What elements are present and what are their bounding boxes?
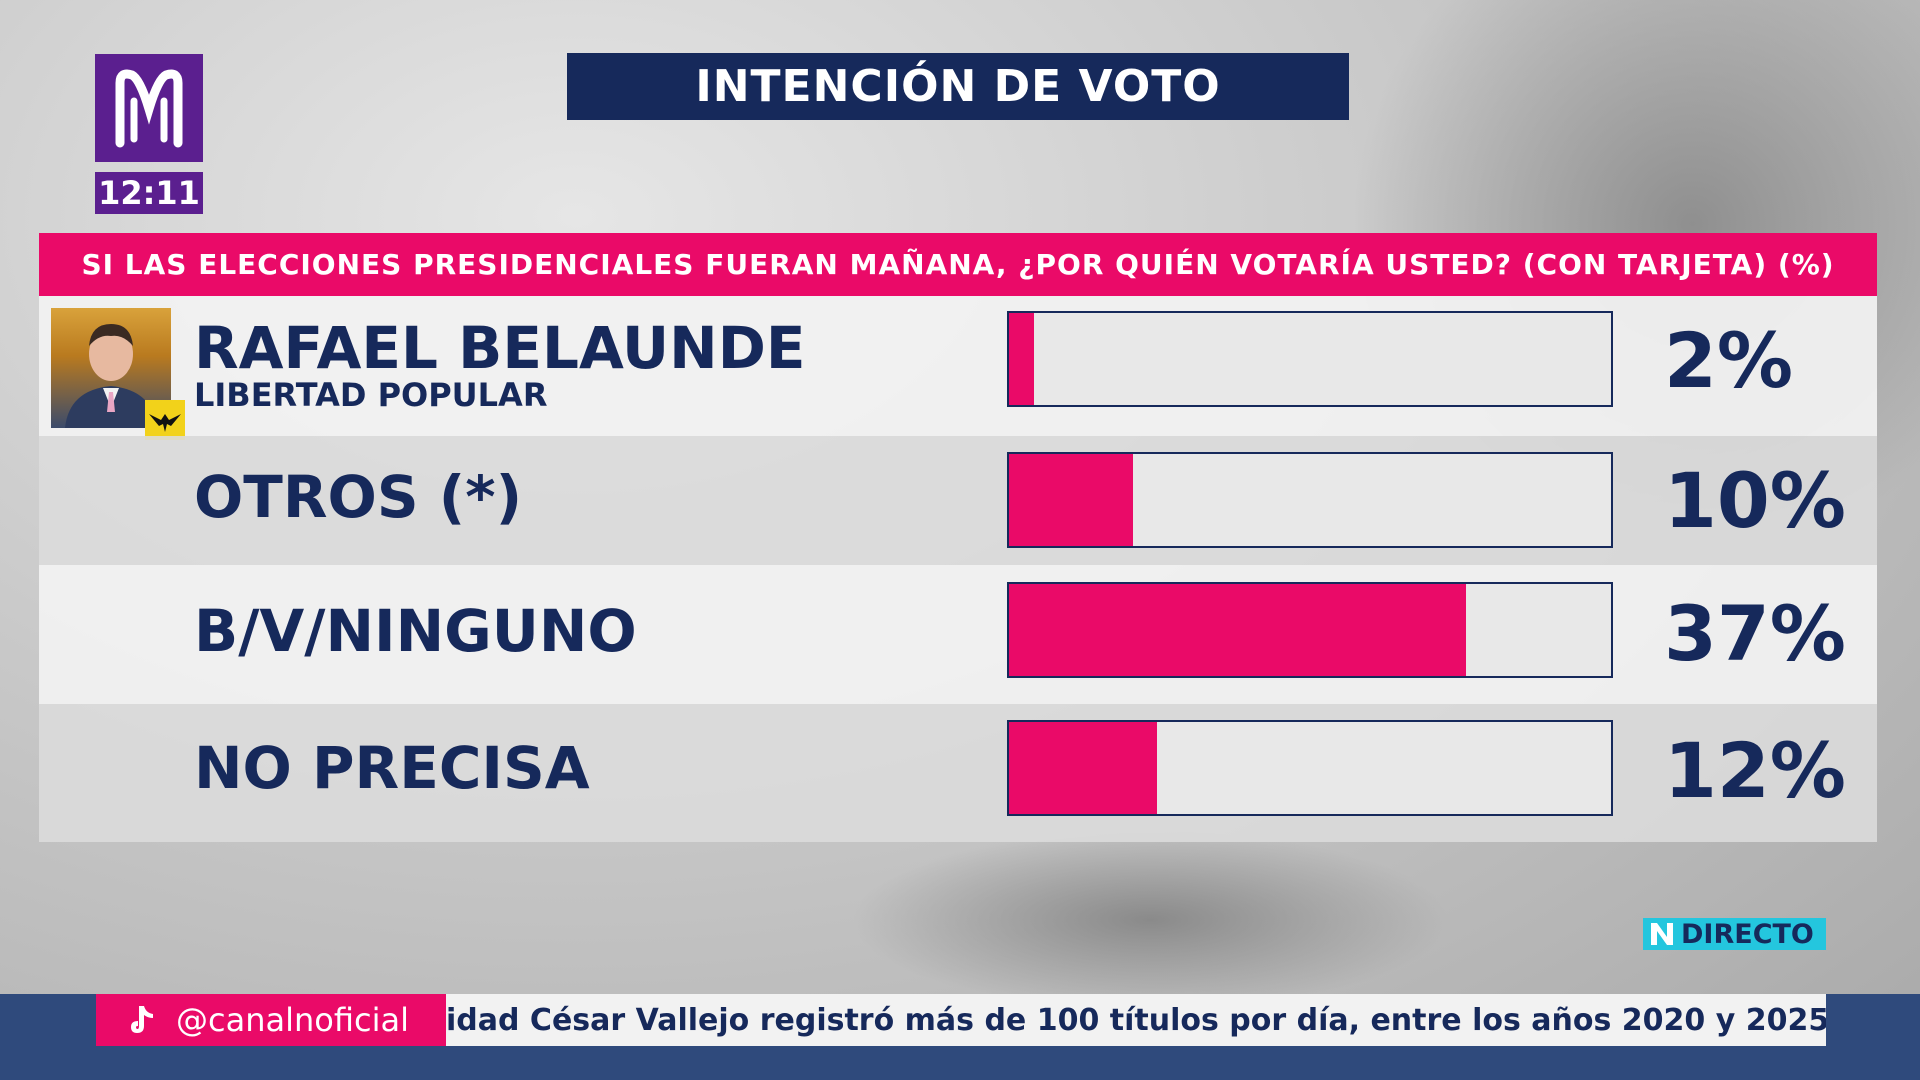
chart-row: OTROS (*) 10%: [39, 436, 1877, 565]
clock: 12:11: [95, 172, 203, 214]
channel-logo-icon: [95, 54, 203, 162]
bar-value-label: 37%: [1664, 589, 1846, 678]
bar-value-label: 2%: [1664, 316, 1794, 405]
background-blur-bottom: [850, 830, 1450, 1010]
handle-text: @canalnoficial: [176, 1001, 409, 1039]
category-label: OTROS (*): [194, 463, 523, 531]
chart-title: INTENCIÓN DE VOTO: [567, 53, 1349, 120]
category-label: B/V/NINGUNO: [194, 597, 637, 665]
bar: [1009, 722, 1158, 814]
news-ticker: idad César Vallejo registró más de 100 t…: [446, 994, 1826, 1046]
bar: [1009, 454, 1133, 546]
category-label: NO PRECISA: [194, 734, 590, 802]
bar-track: [1007, 311, 1613, 407]
bar-track: [1007, 452, 1613, 548]
live-label: DIRECTO: [1681, 918, 1814, 950]
bar-value-label: 12%: [1664, 726, 1846, 815]
live-badge: DIRECTO: [1643, 918, 1826, 950]
bar-track: [1007, 720, 1613, 816]
chart-row: B/V/NINGUNO 37%: [39, 565, 1877, 704]
party-name: LIBERTAD POPULAR: [194, 376, 548, 414]
bar: [1009, 584, 1466, 676]
bar: [1009, 313, 1034, 405]
tiktok-icon: [122, 1000, 162, 1040]
chart-row: NO PRECISA 12%: [39, 704, 1877, 842]
social-handle: @canalnoficial: [96, 994, 446, 1046]
bar-track: [1007, 582, 1613, 678]
candidate-photo: [51, 308, 171, 428]
chart-panel: RAFAEL BELAUNDE LIBERTAD POPULAR 2% OTRO…: [39, 296, 1877, 842]
candidate-name: RAFAEL BELAUNDE: [194, 314, 806, 382]
party-eagle-icon: [145, 400, 185, 440]
n-logo-icon: [1647, 919, 1677, 949]
question-banner: SI LAS ELECCIONES PRESIDENCIALES FUERAN …: [39, 233, 1877, 296]
bar-value-label: 10%: [1664, 456, 1846, 545]
chart-row: RAFAEL BELAUNDE LIBERTAD POPULAR 2%: [39, 296, 1877, 440]
